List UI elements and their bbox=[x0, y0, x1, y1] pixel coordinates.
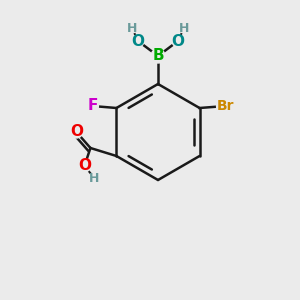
Circle shape bbox=[132, 35, 144, 47]
Circle shape bbox=[70, 126, 83, 138]
Text: F: F bbox=[87, 98, 98, 113]
Text: O: O bbox=[70, 124, 83, 140]
Text: Br: Br bbox=[217, 99, 234, 113]
Circle shape bbox=[86, 100, 98, 112]
Circle shape bbox=[78, 160, 90, 172]
Text: O: O bbox=[172, 34, 184, 49]
Circle shape bbox=[172, 35, 184, 47]
Text: H: H bbox=[127, 22, 137, 34]
Circle shape bbox=[127, 23, 137, 33]
Text: H: H bbox=[179, 22, 189, 34]
Circle shape bbox=[179, 23, 189, 33]
Text: O: O bbox=[78, 158, 91, 173]
Text: B: B bbox=[152, 49, 164, 64]
Circle shape bbox=[217, 97, 235, 115]
Text: O: O bbox=[131, 34, 145, 49]
Circle shape bbox=[89, 173, 99, 183]
Circle shape bbox=[151, 49, 165, 63]
Text: H: H bbox=[89, 172, 100, 184]
